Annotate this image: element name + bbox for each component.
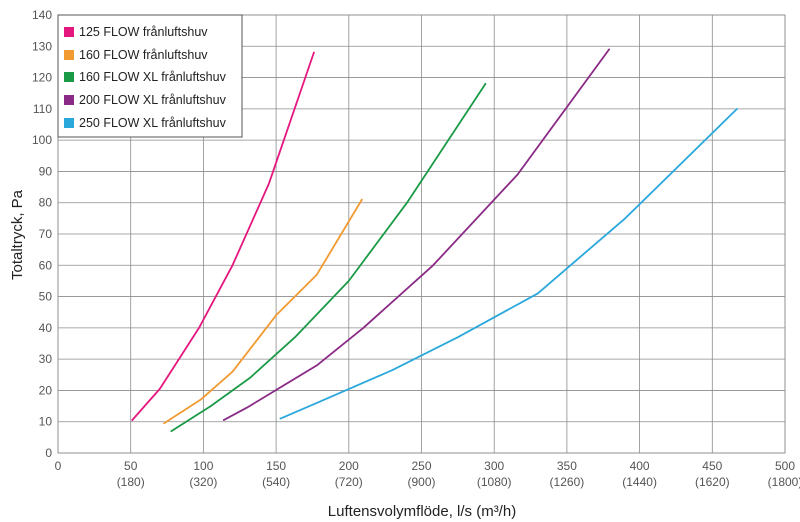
x-tick-sublabel: (1080): [477, 475, 512, 489]
y-tick-label: 40: [39, 321, 53, 335]
x-tick-label: 350: [557, 459, 577, 473]
y-tick-label: 10: [39, 415, 53, 429]
x-tick-label: 0: [55, 459, 62, 473]
y-tick-label: 20: [39, 383, 53, 397]
legend-entry: 160 FLOW frånluftshuv: [64, 48, 208, 62]
y-tick-label: 110: [33, 102, 52, 116]
x-tick-sublabel: (720): [335, 475, 363, 489]
x-tick-sublabel: (320): [189, 475, 217, 489]
series-line: [170, 82, 487, 432]
y-tick-label: 120: [32, 71, 52, 85]
x-tick-sublabel: (540): [262, 475, 290, 489]
y-tick-label: 60: [39, 258, 53, 272]
legend-entry: 200 FLOW XL frånluftshuv: [64, 93, 227, 107]
x-tick-label: 450: [702, 459, 722, 473]
y-axis-ticks: 0 10 20 30 40 50 60 70 80 90 100 110 120 130 140: [32, 8, 52, 460]
x-tick-sublabel: (900): [407, 475, 435, 489]
legend-label: 160 FLOW XL frånluftshuv: [79, 70, 227, 84]
x-tick-label: 50: [124, 459, 138, 473]
x-tick-label: 500: [775, 459, 795, 473]
legend-entry: 125 FLOW frånluftshuv: [64, 25, 208, 39]
series-line: [279, 108, 738, 420]
x-tick-sublabel: (1260): [550, 475, 585, 489]
y-axis-title: Totaltryck, Pa: [9, 189, 26, 280]
series-line: [131, 51, 315, 421]
series-line: [222, 48, 610, 421]
legend-swatch: [64, 118, 74, 128]
x-tick-label: 250: [411, 459, 431, 473]
x-tick-sublabel: (180): [117, 475, 145, 489]
legend-entry: 160 FLOW XL frånluftshuv: [64, 70, 227, 84]
legend-label: 200 FLOW XL frånluftshuv: [79, 93, 227, 107]
plot-frame: [57, 14, 786, 454]
y-tick-label: 100: [32, 133, 52, 147]
x-tick-label: 200: [339, 459, 359, 473]
x-tick-sublabel: (1440): [622, 475, 657, 489]
legend-swatch: [64, 50, 74, 60]
x-axis-title: Luftensvolymflöde, l/s (m³/h): [328, 503, 516, 520]
plot-border: [57, 14, 786, 454]
x-tick-sublabel: (1620): [695, 475, 730, 489]
x-tick-sublabel: (1800): [768, 475, 800, 489]
series-line: [163, 198, 363, 425]
y-tick-label: 130: [32, 39, 52, 53]
x-tick-label: 300: [484, 459, 504, 473]
y-tick-label: 80: [39, 196, 53, 210]
legend-entry: 250 FLOW XL frånluftshuv: [64, 116, 227, 130]
y-tick-label: 50: [39, 290, 53, 304]
legend-label: 250 FLOW XL frånluftshuv: [79, 116, 227, 130]
y-tick-label: 70: [39, 227, 53, 241]
x-tick-label: 100: [193, 459, 213, 473]
legend-label: 125 FLOW frånluftshuv: [79, 25, 208, 39]
y-tick-label: 30: [39, 352, 53, 366]
legend: 125 FLOW frånluftshuv 160 FLOW frånlufts…: [57, 14, 243, 138]
series-lines: [131, 48, 738, 432]
legend-box: [57, 14, 243, 138]
legend-swatch: [64, 95, 74, 105]
y-tick-label: 90: [39, 164, 53, 178]
legend-label: 160 FLOW frånluftshuv: [79, 48, 208, 62]
y-tick-label: 0: [45, 446, 52, 460]
x-axis-ticks: 0 50 (180) 100 (320) 150 (540) 200 (720) 250 (900)…: [55, 459, 800, 489]
y-tick-label: 140: [32, 8, 52, 22]
legend-swatch: [64, 27, 74, 37]
legend-swatch: [64, 72, 74, 82]
x-tick-label: 400: [630, 459, 650, 473]
x-tick-label: 150: [266, 459, 286, 473]
